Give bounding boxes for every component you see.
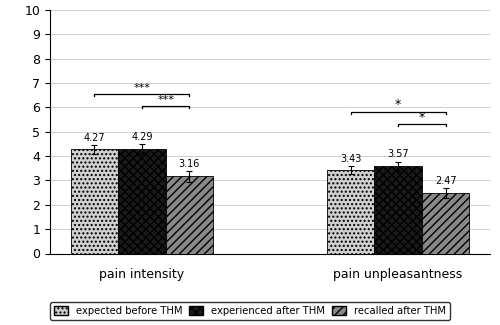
Text: *: *	[395, 98, 401, 111]
Bar	[327, 170, 374, 254]
Bar	[422, 193, 470, 254]
Text: 4.27: 4.27	[84, 133, 105, 143]
Bar	[70, 150, 118, 254]
Legend: expected before THM, experienced after THM, recalled after THM: expected before THM, experienced after T…	[50, 302, 450, 320]
Text: 3.16: 3.16	[178, 159, 200, 169]
Text: 4.29: 4.29	[131, 132, 152, 142]
Text: ***: ***	[157, 95, 174, 105]
Bar	[374, 166, 422, 254]
Bar	[166, 176, 213, 254]
Text: 2.47: 2.47	[435, 176, 456, 186]
Text: pain unpleasantness: pain unpleasantness	[334, 268, 462, 281]
Text: ***: ***	[134, 83, 150, 93]
Text: 3.57: 3.57	[388, 149, 409, 159]
Text: 3.43: 3.43	[340, 153, 361, 163]
Text: *: *	[418, 111, 425, 124]
Text: pain intensity: pain intensity	[100, 268, 184, 281]
Bar	[118, 149, 166, 254]
